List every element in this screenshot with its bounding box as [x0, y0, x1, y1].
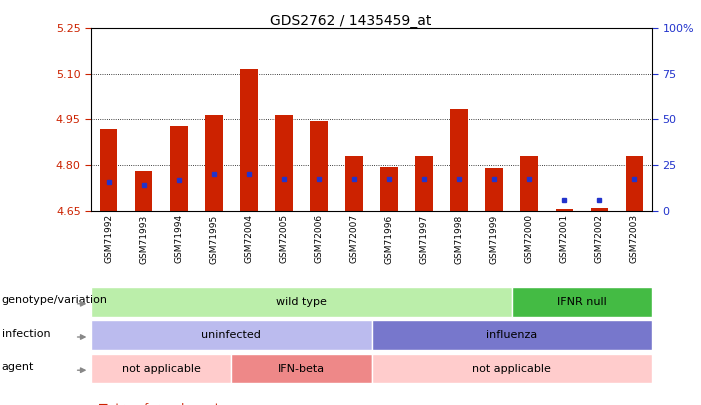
Bar	[521, 156, 538, 211]
Text: IFNR null: IFNR null	[557, 297, 606, 307]
Text: GSM71994: GSM71994	[175, 214, 183, 264]
Bar	[240, 69, 258, 211]
Text: ■  transformed count: ■ transformed count	[98, 403, 219, 405]
Text: genotype/variation: genotype/variation	[2, 296, 108, 305]
Text: GSM71996: GSM71996	[385, 214, 393, 264]
Text: GSM71997: GSM71997	[420, 214, 428, 264]
Text: GSM71999: GSM71999	[490, 214, 498, 264]
Text: wild type: wild type	[276, 297, 327, 307]
Bar	[591, 207, 608, 211]
Bar	[556, 209, 573, 211]
Bar	[231, 354, 372, 384]
Bar	[91, 287, 512, 317]
Text: influenza: influenza	[486, 330, 538, 340]
Text: agent: agent	[2, 362, 34, 372]
Bar	[512, 287, 652, 317]
Text: uninfected: uninfected	[201, 330, 261, 340]
Bar	[91, 354, 231, 384]
Bar	[486, 168, 503, 211]
Bar	[626, 156, 644, 211]
Text: GSM71998: GSM71998	[455, 214, 463, 264]
Text: GSM72003: GSM72003	[630, 214, 639, 264]
Text: GSM72000: GSM72000	[525, 214, 533, 264]
Bar	[311, 121, 328, 211]
Text: GSM72005: GSM72005	[280, 214, 288, 264]
Text: GSM71995: GSM71995	[210, 214, 218, 264]
Bar	[135, 171, 153, 211]
Bar	[91, 320, 372, 350]
Text: infection: infection	[2, 329, 50, 339]
Text: GSM71993: GSM71993	[139, 214, 148, 264]
Text: GSM72006: GSM72006	[315, 214, 323, 264]
Text: GSM72002: GSM72002	[595, 214, 604, 263]
Bar	[100, 129, 118, 211]
Text: not applicable: not applicable	[122, 364, 200, 373]
Bar	[372, 320, 652, 350]
Bar	[372, 354, 652, 384]
Bar	[275, 115, 293, 211]
Text: GDS2762 / 1435459_at: GDS2762 / 1435459_at	[270, 14, 431, 28]
Bar	[346, 156, 363, 211]
Text: GSM72004: GSM72004	[245, 214, 253, 263]
Bar	[451, 109, 468, 211]
Text: GSM72001: GSM72001	[560, 214, 569, 264]
Bar	[416, 156, 433, 211]
Text: IFN-beta: IFN-beta	[278, 364, 325, 373]
Text: GSM71992: GSM71992	[104, 214, 113, 264]
Bar	[170, 126, 188, 211]
Bar	[205, 115, 223, 211]
Text: GSM72007: GSM72007	[350, 214, 358, 264]
Bar	[381, 166, 398, 211]
Text: not applicable: not applicable	[472, 364, 551, 373]
